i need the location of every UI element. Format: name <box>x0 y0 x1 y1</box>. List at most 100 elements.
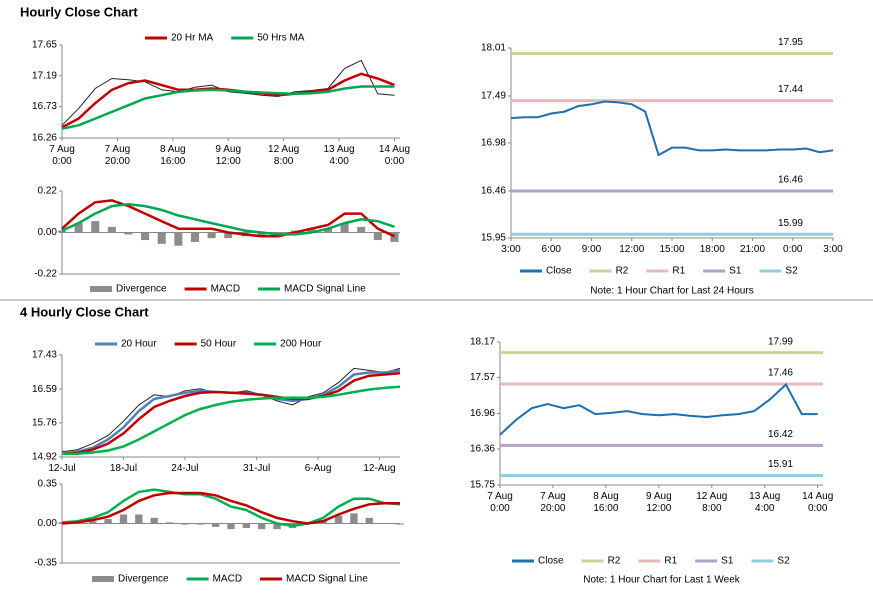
y-tick-label: 16.73 <box>32 101 57 112</box>
x-tick-label: 12 Aug 8:00 <box>696 491 728 514</box>
x-tick-label: 31-Jul <box>242 463 271 474</box>
legend-label: 50 Hrs MA <box>257 33 305 44</box>
x-tick-label: 6-Aug <box>304 463 332 474</box>
y-tick-label: 16.36 <box>470 444 495 455</box>
divergence-bar <box>227 523 235 530</box>
y-tick-label: 17.43 <box>32 350 57 361</box>
series-line <box>61 488 401 528</box>
divergence-bar <box>74 223 83 233</box>
x-tick-label: 12 Aug 8:00 <box>268 144 300 167</box>
x-tick-label: 7 Aug 0:00 <box>487 491 513 514</box>
divergence-bar <box>165 522 174 524</box>
divergence-bar <box>107 226 116 233</box>
y-tick-label: 0.22 <box>38 186 58 197</box>
divergence-bar <box>357 226 366 233</box>
divergence-bar <box>150 517 158 524</box>
x-tick-label: 18-Jul <box>109 463 138 474</box>
legend-label: MACD Signal Line <box>286 574 368 585</box>
legend-label: Close <box>546 266 572 277</box>
x-tick-label: 24-Jul <box>171 463 199 474</box>
series-line <box>62 385 401 455</box>
legend-label: R2 <box>616 266 629 277</box>
y-tick-label: 18.01 <box>481 43 506 54</box>
divergence-bar <box>257 232 266 237</box>
legend-label: R2 <box>608 556 621 567</box>
y-tick-label: -0.22 <box>34 269 57 280</box>
y-tick-label: 15.76 <box>32 418 57 429</box>
note: Note: 1 Hour Chart for Last 1 Week <box>583 575 741 586</box>
y-tick-label: 16.98 <box>481 138 506 149</box>
divergence-bar <box>340 223 349 233</box>
legend-label: S1 <box>721 556 734 567</box>
x-tick-label: 9 Aug 12:00 <box>646 491 672 514</box>
divergence-bar <box>181 523 189 525</box>
x-tick-label: 18:00 <box>699 244 725 255</box>
legend-label: R1 <box>664 556 677 567</box>
legend-marker <box>90 286 112 292</box>
level-label: 17.99 <box>768 336 793 347</box>
note: Note: 1 Hour Chart for Last 24 Hours <box>590 286 753 297</box>
y-tick-label: 0.00 <box>38 518 58 529</box>
section-title: 4 Hourly Close Chart <box>20 304 149 319</box>
y-tick-label: 17.57 <box>470 372 495 383</box>
divergence-bar <box>396 523 404 525</box>
divergence-bar <box>57 230 67 233</box>
x-tick-label: 7 Aug 20:00 <box>104 144 131 167</box>
y-tick-label: 17.49 <box>481 91 506 102</box>
y-tick-label: 16.46 <box>481 186 506 197</box>
x-tick-label: 7 Aug 0:00 <box>49 144 75 167</box>
x-tick-label: 3:00 <box>501 244 521 255</box>
x-tick-label: 8 Aug 16:00 <box>160 144 186 167</box>
divergence-bar <box>307 228 316 233</box>
divergence-bar <box>157 232 166 244</box>
legend-marker <box>92 576 114 582</box>
series-line <box>61 72 395 129</box>
x-tick-label: 13 Aug 4:00 <box>323 144 355 167</box>
legend-label: MACD Signal Line <box>284 284 366 295</box>
divergence-bar <box>190 232 200 242</box>
divergence-bar <box>104 518 112 524</box>
x-tick-label: 14 Aug 0:00 <box>378 144 411 167</box>
y-tick-label: 0.00 <box>38 227 58 238</box>
y-tick-label: 17.65 <box>32 40 57 51</box>
legend-label: S1 <box>729 266 742 277</box>
series-line <box>510 100 834 157</box>
y-tick-label: 16.59 <box>32 384 57 395</box>
y-tick-label: 16.96 <box>470 408 495 419</box>
divergence-bar <box>373 232 382 241</box>
legend-label: 20 Hr MA <box>171 33 214 44</box>
legend-label: Divergence <box>118 574 169 585</box>
divergence-bar <box>365 517 373 524</box>
series-line <box>61 199 396 238</box>
y-tick-label: 14.92 <box>32 452 57 463</box>
y-tick-label: 15.95 <box>481 233 506 244</box>
divergence-bar <box>89 521 97 524</box>
y-tick-label: 17.19 <box>32 70 57 81</box>
x-tick-label: 21:00 <box>739 244 766 255</box>
divergence-bar <box>141 232 150 241</box>
x-tick-label: 3:00 <box>823 244 843 255</box>
divergence-bar <box>390 232 399 242</box>
x-tick-label: 12-Aug <box>363 463 396 474</box>
divergence-bar <box>174 232 183 246</box>
x-tick-label: 9:00 <box>581 244 602 255</box>
series-line <box>499 382 818 436</box>
x-tick-label: 15:00 <box>659 244 685 255</box>
x-tick-label: 9 Aug 12:00 <box>215 144 242 167</box>
divergence-bar <box>224 232 233 239</box>
y-tick-label: -0.35 <box>34 558 57 569</box>
x-tick-label: 8 Aug 16:00 <box>593 491 619 514</box>
divergence-bar <box>258 523 266 530</box>
divergence-bar <box>196 523 204 525</box>
x-tick-label: 12:00 <box>619 244 645 255</box>
section-title: Hourly Close Chart <box>20 4 138 19</box>
legend-label: S2 <box>785 266 798 277</box>
divergence-bar <box>135 514 143 524</box>
legend-label: 50 Hour <box>201 339 237 350</box>
level-label: 15.91 <box>768 459 793 470</box>
legend-label: MACD <box>213 574 242 585</box>
divergence-bar <box>323 228 332 233</box>
y-tick-label: 16.26 <box>32 133 57 144</box>
series-line <box>61 372 401 455</box>
